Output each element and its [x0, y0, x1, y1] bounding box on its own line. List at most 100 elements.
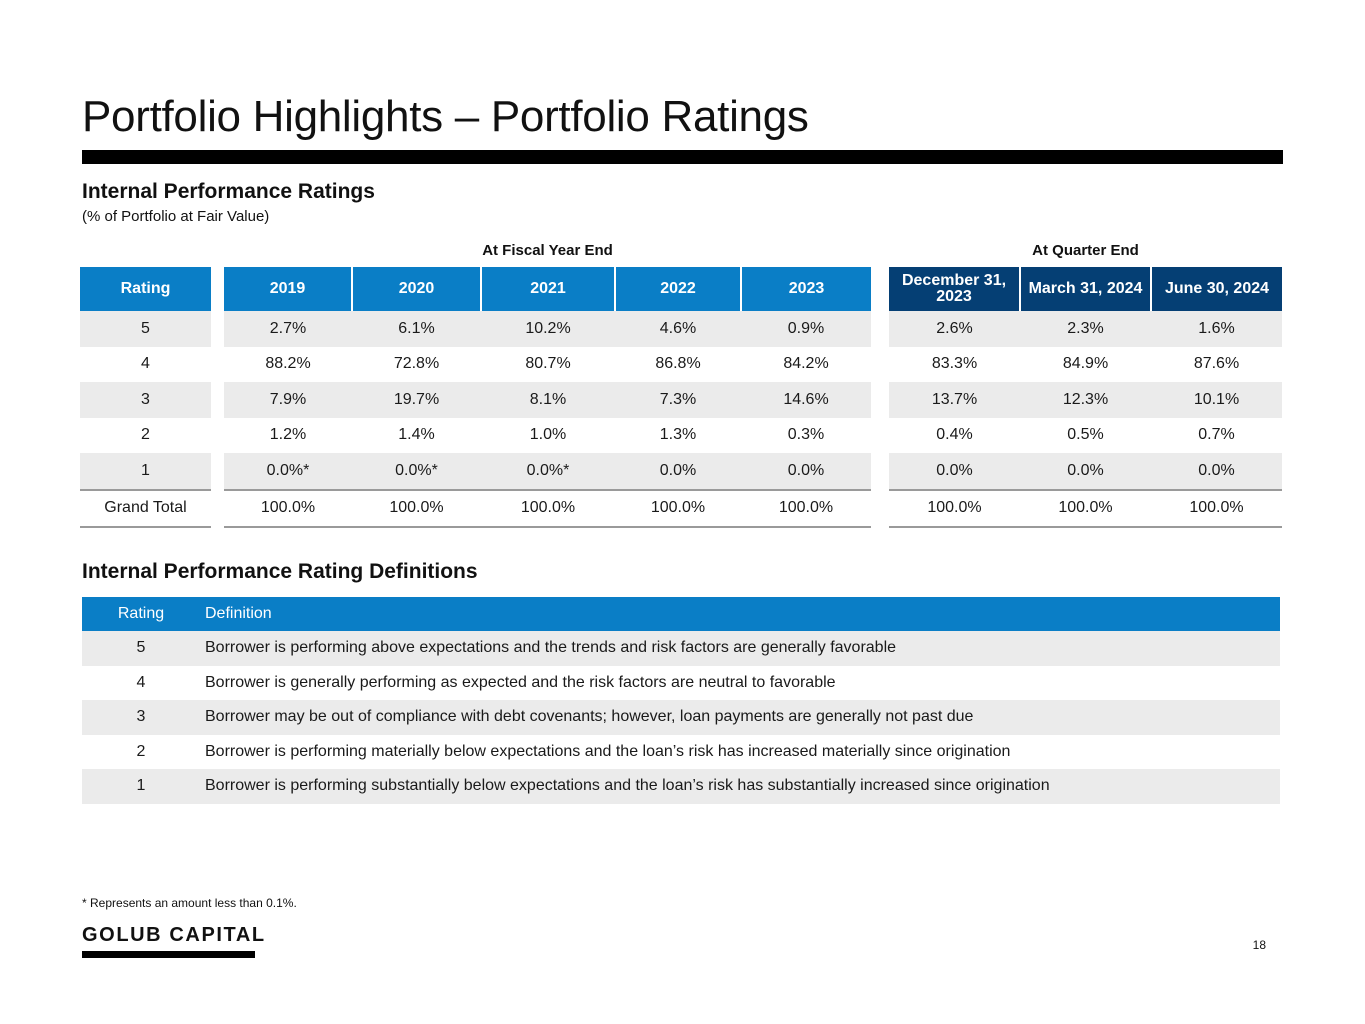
rating-cell: Grand Total — [80, 488, 211, 528]
value-cell: 0.3% — [787, 426, 825, 444]
fiscal-year-header: 2021 — [481, 267, 616, 311]
value-cell: 100.0% — [741, 488, 871, 528]
value-cell: 0.0% — [889, 453, 1020, 490]
value-cell: 0.0%* — [481, 453, 615, 490]
table-row: 1 — [80, 453, 211, 490]
value-cell: 1.0% — [529, 426, 567, 444]
value-cell: 88.2% — [265, 355, 311, 373]
definition-rating-cell: 4 — [136, 673, 146, 691]
fiscal-year-header: 2023 — [741, 267, 871, 311]
definition-text-cell: Borrower is performing above expectation… — [200, 631, 1280, 666]
quarter-end-label: At Quarter End — [1032, 242, 1139, 259]
table-row: 3 — [80, 382, 211, 418]
rating-cell: 3 — [80, 382, 211, 418]
table-row: 0.0%* 0.0%* 0.0%* 0.0% 0.0% — [224, 453, 871, 490]
grand-total-row: Grand Total — [80, 488, 211, 528]
definition-rating-cell: 5 — [82, 631, 200, 666]
quarter-header: December 31, 2023 — [889, 267, 1021, 311]
value-cell: 7.9% — [224, 382, 352, 418]
value-cell: 100.0% — [481, 488, 615, 528]
definition-text-cell: Borrower is generally performing as expe… — [205, 673, 836, 691]
table-row: 13.7% 12.3% 10.1% — [889, 382, 1282, 418]
definitions-table: Rating Definition 5 Borrower is performi… — [82, 597, 1280, 804]
value-cell: 100.0% — [1151, 488, 1282, 528]
value-cell: 2.7% — [224, 311, 352, 347]
value-cell: 1.6% — [1151, 311, 1282, 347]
value-cell: 1.2% — [269, 426, 307, 444]
value-cell: 6.1% — [352, 311, 481, 347]
value-cell: 0.0% — [741, 453, 871, 490]
fiscal-year-end-label: At Fiscal Year End — [482, 242, 613, 259]
rating-column-table: Rating 5 4 3 2 1 Grand Total — [80, 267, 211, 528]
value-cell: 84.2% — [783, 355, 829, 373]
page-number: 18 — [1252, 938, 1266, 952]
value-cell: 100.0% — [352, 488, 481, 528]
definition-rating-cell: 2 — [136, 742, 146, 760]
value-cell: 80.7% — [525, 355, 571, 373]
table-row: 2 — [80, 418, 211, 454]
definitions-rating-header: Rating — [82, 597, 200, 631]
value-cell: 100.0% — [1020, 488, 1151, 528]
table-row: 1 Borrower is performing substantially b… — [82, 769, 1280, 804]
definitions-heading: Internal Performance Rating Definitions — [82, 560, 478, 583]
value-cell: 4.6% — [615, 311, 741, 347]
definition-text-cell: Borrower is performing substantially bel… — [200, 769, 1280, 804]
footnote: * Represents an amount less than 0.1%. — [82, 896, 297, 910]
grand-total-row: 100.0% 100.0% 100.0% 100.0% 100.0% — [224, 488, 871, 528]
table-row: 4 Borrower is generally performing as ex… — [82, 666, 1280, 701]
quarter-end-table: December 31, 2023 March 31, 2024 June 30… — [889, 267, 1282, 528]
table-row: 0.4% 0.5% 0.7% — [889, 418, 1282, 454]
value-cell: 2.6% — [889, 311, 1020, 347]
table-row: 3 Borrower may be out of compliance with… — [82, 700, 1280, 735]
grand-total-row: 100.0% 100.0% 100.0% — [889, 488, 1282, 528]
value-cell: 100.0% — [224, 488, 352, 528]
table-row: 5 — [80, 311, 211, 347]
value-cell: 87.6% — [1193, 355, 1240, 373]
definition-text-cell: Borrower is performing materially below … — [205, 742, 1011, 760]
value-cell: 100.0% — [889, 488, 1020, 528]
logo-underline — [82, 951, 255, 958]
page-title: Portfolio Highlights – Portfolio Ratings — [82, 92, 809, 141]
value-cell: 10.2% — [481, 311, 615, 347]
value-cell: 1.4% — [398, 426, 435, 444]
value-cell: 0.0% — [615, 453, 741, 490]
fiscal-year-header: 2019 — [224, 267, 353, 311]
golub-capital-logo: GOLUB CAPITAL — [82, 924, 266, 946]
ratings-subheading: (% of Portfolio at Fair Value) — [82, 208, 270, 225]
value-cell: 0.0% — [1020, 453, 1151, 490]
table-row: 5 Borrower is performing above expectati… — [82, 631, 1280, 666]
definitions-definition-header: Definition — [200, 597, 1280, 631]
table-row: 88.2% 72.8% 80.7% 86.8% 84.2% — [224, 347, 871, 383]
value-cell: 0.0%* — [224, 453, 352, 490]
value-cell: 0.9% — [741, 311, 871, 347]
rating-cell: 5 — [80, 311, 211, 347]
value-cell: 12.3% — [1020, 382, 1151, 418]
definition-rating-cell: 3 — [82, 700, 200, 735]
value-cell: 7.3% — [615, 382, 741, 418]
value-cell: 83.3% — [931, 355, 978, 373]
fiscal-year-header: 2020 — [352, 267, 482, 311]
value-cell: 19.7% — [352, 382, 481, 418]
value-cell: 100.0% — [615, 488, 741, 528]
value-cell: 13.7% — [889, 382, 1020, 418]
value-cell: 10.1% — [1151, 382, 1282, 418]
fiscal-year-table: 2019 2020 2021 2022 2023 2.7% 6.1% 10.2%… — [224, 267, 871, 528]
value-cell: 14.6% — [741, 382, 871, 418]
rating-cell: 4 — [141, 355, 150, 373]
table-row: 4 — [80, 347, 211, 383]
value-cell: 2.3% — [1020, 311, 1151, 347]
quarter-header: March 31, 2024 — [1020, 267, 1152, 311]
table-row: 2.7% 6.1% 10.2% 4.6% 0.9% — [224, 311, 871, 347]
value-cell: 1.3% — [659, 426, 697, 444]
definition-rating-cell: 1 — [82, 769, 200, 804]
table-row: 7.9% 19.7% 8.1% 7.3% 14.6% — [224, 382, 871, 418]
value-cell: 8.1% — [481, 382, 615, 418]
rating-cell: 1 — [80, 453, 211, 490]
rating-column-header: Rating — [80, 267, 211, 311]
definition-text-cell: Borrower may be out of compliance with d… — [200, 700, 1280, 735]
value-cell: 86.8% — [655, 355, 701, 373]
table-row: 2 Borrower is performing materially belo… — [82, 735, 1280, 770]
fiscal-year-header: 2022 — [615, 267, 742, 311]
value-cell: 0.7% — [1198, 426, 1235, 444]
table-row: 83.3% 84.9% 87.6% — [889, 347, 1282, 383]
